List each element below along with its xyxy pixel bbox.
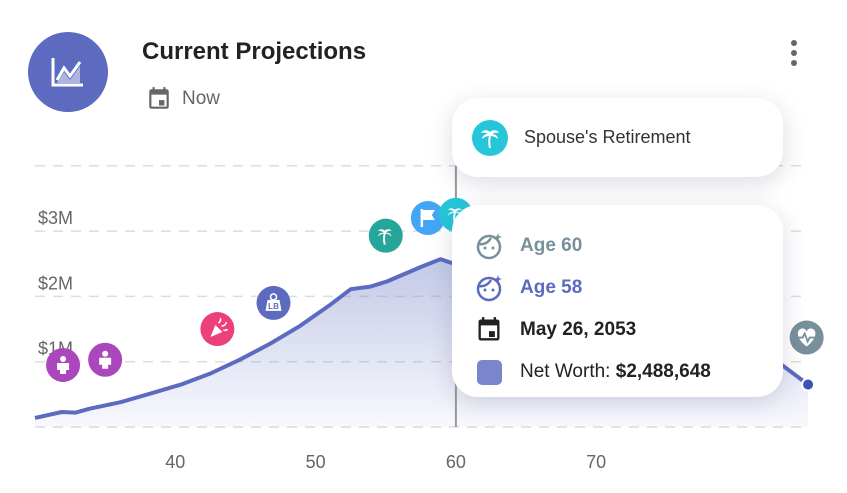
palm-tree-icon <box>377 229 392 245</box>
event-marker-bg <box>368 218 403 253</box>
data-tooltip: Age 60 Age 58 May 26, 2053 Net Worth: $2… <box>452 205 783 397</box>
calendar-icon <box>474 315 504 345</box>
weight-lb-icon: LB <box>265 293 282 311</box>
tooltip-row-age-secondary: Age 58 <box>474 267 783 309</box>
calendar-icon <box>149 87 169 109</box>
x-tick-label: 50 <box>306 452 326 472</box>
projections-logo <box>28 32 108 112</box>
event-marker[interactable] <box>789 320 824 355</box>
palm-tree-icon <box>472 119 508 156</box>
net-worth-label: Net Worth: <box>520 361 611 382</box>
more-vertical-icon[interactable] <box>786 38 802 68</box>
child-icon <box>57 355 70 374</box>
event-marker[interactable] <box>410 201 445 236</box>
flag-icon <box>420 209 435 228</box>
event-marker[interactable] <box>88 342 123 377</box>
face-icon <box>474 273 504 303</box>
age-secondary: Age 58 <box>520 277 583 298</box>
tooltip-row-date: May 26, 2053 <box>474 309 783 351</box>
child-icon <box>99 350 112 369</box>
y-tick-label: $2M <box>38 273 73 293</box>
event-title: Spouse's Retirement <box>524 127 691 147</box>
x-tick-label: 60 <box>446 452 466 472</box>
event-tooltip-header: Spouse's Retirement <box>452 98 783 177</box>
x-tick-label: 40 <box>165 452 185 472</box>
age-primary: Age 60 <box>520 235 583 256</box>
page-title: Current Projections <box>142 38 367 65</box>
y-tick-label: $3M <box>38 208 73 228</box>
timeframe-selector[interactable]: Now <box>146 86 220 112</box>
tooltip-row-age-primary: Age 60 <box>474 225 783 267</box>
date: May 26, 2053 <box>520 319 637 340</box>
tooltip-row-net-worth: Net Worth: $2,488,648 <box>474 351 783 393</box>
event-marker[interactable] <box>368 218 403 253</box>
event-marker[interactable] <box>46 347 81 382</box>
x-tick-label: 70 <box>586 452 606 472</box>
net-worth-value: $2,488,648 <box>615 361 711 382</box>
event-marker[interactable] <box>200 312 235 347</box>
series-end-point <box>801 377 816 392</box>
series-swatch <box>474 357 504 387</box>
party-popper-icon <box>210 317 229 338</box>
timeframe-label: Now <box>182 88 221 109</box>
trending-up-chart-icon <box>51 58 83 87</box>
event-marker[interactable]: LB <box>256 285 291 320</box>
heart-pulse-icon <box>796 328 817 347</box>
face-icon <box>474 231 504 261</box>
svg-text:LB: LB <box>268 302 279 311</box>
